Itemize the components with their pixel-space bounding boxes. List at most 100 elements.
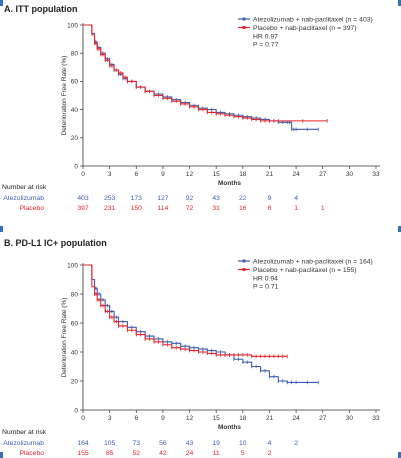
y-tick-label: 100	[67, 22, 78, 29]
risk-count: 4	[294, 195, 298, 202]
risk-table-title: Number at risk	[2, 429, 47, 436]
x-tick-label: 9	[161, 171, 165, 178]
risk-count: 5	[241, 450, 245, 457]
frame-corner-mark	[398, 0, 401, 6]
panel-itt: A. ITT population 0 20 40 60 80 100 0 3 6 9 12 15 18…	[2, 4, 380, 212]
risk-count: 164	[77, 440, 89, 447]
risk-count: 73	[132, 440, 140, 447]
risk-row-label: Placebo	[19, 205, 44, 212]
series-line-placebo	[83, 24, 328, 122]
x-tick-label: 33	[372, 171, 380, 178]
legend-label: Placebo + nab-paclitaxel (n = 397)	[253, 25, 357, 32]
risk-count: 52	[132, 450, 140, 457]
frame-corner-mark	[0, 452, 3, 458]
legend-label: Atezolizumab + nab-paclitaxel (n = 403)	[253, 16, 373, 23]
y-tick-label: 60	[71, 320, 79, 327]
legend-marker	[242, 26, 246, 29]
x-tick-label: 27	[319, 415, 327, 422]
y-tick-label: 0	[74, 407, 78, 414]
legend-marker	[242, 259, 246, 263]
y-tick-label: 20	[71, 378, 79, 385]
x-tick-label: 30	[346, 415, 354, 422]
stat-label: P = 0.71	[253, 284, 279, 291]
risk-count: 56	[159, 440, 167, 447]
km-chart-itt: 0 20 40 60 80 100 0 3 6 9 12 15 18 21 24 27 30 33 Months De…	[2, 16, 380, 212]
risk-count: 43	[186, 440, 194, 447]
risk-count: 6	[268, 205, 272, 212]
x-tick-label: 0	[81, 415, 85, 422]
y-tick-label: 20	[71, 135, 79, 142]
legend-label: Atezolizumab + nab-paclitaxel (n = 164)	[253, 258, 373, 265]
x-tick-label: 18	[239, 171, 247, 178]
risk-count: 22	[239, 195, 247, 202]
risk-table-title: Number at risk	[2, 184, 47, 191]
x-tick-label: 12	[186, 171, 194, 178]
x-tick-label: 12	[186, 415, 194, 422]
risk-count: 85	[106, 450, 114, 457]
y-axis-label: Deterioration Free Rate (%)	[61, 56, 68, 136]
panel-title: A. ITT population	[4, 4, 78, 14]
risk-count: 2	[268, 450, 272, 457]
risk-count: 1	[321, 205, 325, 212]
frame-corner-mark	[0, 0, 3, 6]
risk-row-label: Atezolizumab	[3, 440, 44, 447]
y-tick-label: 40	[71, 107, 79, 114]
risk-count: 127	[157, 195, 169, 202]
x-tick-label: 6	[134, 171, 138, 178]
risk-count: 42	[159, 450, 167, 457]
risk-count: 114	[157, 205, 168, 212]
risk-count: 24	[186, 450, 194, 457]
risk-row-label: Placebo	[19, 450, 44, 457]
frame-corner-mark	[398, 226, 401, 232]
legend-label: Placebo + nab-paclitaxel (n = 155)	[253, 267, 357, 274]
risk-count: 16	[239, 205, 247, 212]
stat-label: P = 0.77	[253, 42, 279, 49]
x-tick-label: 24	[292, 415, 300, 422]
x-tick-label: 27	[319, 171, 327, 178]
x-tick-label: 33	[372, 415, 380, 422]
panel-title: B. PD-L1 IC+ population	[4, 238, 107, 248]
risk-count: 155	[77, 450, 89, 457]
frame-corner-mark	[398, 452, 401, 458]
risk-count: 150	[131, 205, 143, 212]
legend-marker	[242, 17, 246, 21]
risk-count: 2	[294, 440, 298, 447]
series-line-atezolizumab	[83, 24, 319, 130]
risk-count: 9	[268, 195, 272, 202]
x-tick-label: 24	[292, 171, 300, 178]
frame-corner-mark	[0, 226, 3, 232]
risk-count: 19	[212, 440, 220, 447]
x-tick-label: 18	[239, 415, 247, 422]
risk-count: 253	[104, 195, 116, 202]
x-tick-label: 15	[213, 415, 221, 422]
panel-pdl1: B. PD-L1 IC+ population 0 20 40 60 80 100 0 3 6 9…	[0, 234, 401, 458]
x-tick-label: 6	[134, 415, 138, 422]
x-axis-label: Months	[218, 180, 241, 187]
risk-count: 105	[104, 440, 116, 447]
y-tick-label: 80	[71, 51, 79, 58]
stat-label: HR 0.94	[253, 276, 278, 283]
x-tick-label: 30	[346, 171, 354, 178]
x-tick-label: 15	[213, 171, 221, 178]
risk-count: 1	[294, 205, 298, 212]
y-tick-label: 40	[71, 349, 79, 356]
y-axis-label: Deterioration Free Rate (%)	[61, 298, 68, 378]
y-tick-label: 80	[71, 291, 79, 298]
risk-count: 4	[268, 440, 272, 447]
y-tick-label: 0	[74, 163, 78, 170]
x-tick-label: 3	[108, 415, 112, 422]
stat-label: HR 0.97	[253, 34, 278, 41]
x-axis-label: Months	[218, 424, 241, 431]
risk-count: 31	[212, 205, 220, 212]
x-tick-label: 21	[266, 171, 274, 178]
risk-count: 403	[77, 195, 89, 202]
x-tick-label: 9	[161, 415, 165, 422]
risk-row-label: Atezolizumab	[3, 195, 44, 202]
y-tick-label: 60	[71, 79, 79, 86]
risk-count: 92	[186, 195, 194, 202]
risk-count: 231	[104, 205, 116, 212]
risk-count: 43	[212, 195, 220, 202]
risk-count: 72	[186, 205, 194, 212]
risk-count: 10	[239, 440, 247, 447]
